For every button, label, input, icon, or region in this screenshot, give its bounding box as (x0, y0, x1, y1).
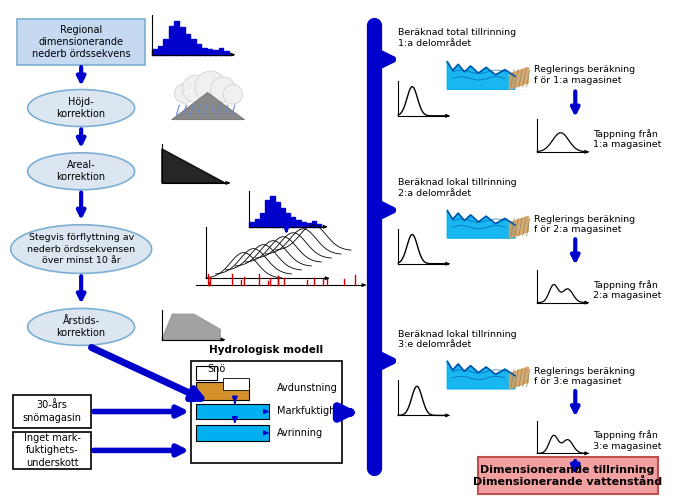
Bar (180, 27, 185, 54)
Bar (213, 50, 218, 54)
Text: Reglerings beräkning
f ör 3:e magasinet: Reglerings beräkning f ör 3:e magasinet (535, 367, 636, 386)
Text: Tappning från
3:e magasinet: Tappning från 3:e magasinet (593, 430, 662, 451)
Text: Stegvis förflyttning av
nederb ördssekvensen
över minst 10 år: Stegvis förflyttning av nederb ördssekve… (27, 233, 135, 265)
Bar (260, 213, 264, 227)
Text: Höjd-
korrektion: Höjd- korrektion (57, 97, 106, 119)
FancyBboxPatch shape (17, 19, 145, 65)
Bar (196, 366, 218, 381)
Text: Inget mark-
fuktighets-
underskott: Inget mark- fuktighets- underskott (24, 433, 80, 468)
Bar (219, 48, 224, 54)
Ellipse shape (28, 308, 134, 345)
Bar (478, 457, 658, 494)
Bar (196, 44, 201, 54)
Bar (196, 383, 250, 400)
Text: Årstids-
korrektion: Årstids- korrektion (57, 316, 106, 338)
Circle shape (211, 77, 236, 102)
Text: Hydrologisk modell: Hydrologisk modell (209, 345, 323, 355)
Text: Beräknad total tillrinning
1:a delområdet: Beräknad total tillrinning 1:a delområde… (398, 28, 516, 48)
Bar (265, 200, 269, 227)
Bar (163, 39, 168, 54)
Polygon shape (447, 62, 515, 89)
FancyBboxPatch shape (13, 432, 91, 469)
Bar (250, 222, 254, 227)
Polygon shape (509, 216, 528, 238)
Bar (270, 196, 275, 227)
Text: Dimensionerande tillrinning
Dimensionerande vattenstånd: Dimensionerande tillrinning Dimensionera… (473, 465, 662, 486)
Polygon shape (162, 314, 220, 340)
FancyBboxPatch shape (13, 395, 91, 428)
Bar (186, 34, 190, 54)
Polygon shape (509, 68, 528, 89)
Bar (208, 49, 212, 54)
Text: Snö: Snö (207, 364, 226, 374)
Text: Avrinning: Avrinning (277, 428, 323, 438)
Text: Tappning från
2:a magasinet: Tappning från 2:a magasinet (593, 280, 661, 300)
Text: Reglerings beräkning
f ör 2:a magasinet: Reglerings beräkning f ör 2:a magasinet (535, 215, 636, 234)
Ellipse shape (11, 225, 151, 273)
Bar (152, 49, 157, 54)
Circle shape (175, 84, 194, 103)
Ellipse shape (28, 153, 134, 190)
Text: 30-års
snömagasin: 30-års snömagasin (23, 400, 81, 423)
Text: Avdunstning: Avdunstning (277, 383, 338, 393)
Circle shape (182, 75, 209, 102)
Text: Regional
dimensionerande
nederb ördssekvens: Regional dimensionerande nederb ördssekv… (32, 25, 130, 59)
Text: Tappning från
1:a magasinet: Tappning från 1:a magasinet (593, 129, 661, 149)
Text: Reglerings beräkning
f ör 1:a magasinet: Reglerings beräkning f ör 1:a magasinet (535, 66, 636, 85)
Bar (291, 217, 295, 227)
Circle shape (223, 85, 243, 104)
Bar (276, 202, 280, 227)
Polygon shape (509, 367, 528, 389)
Circle shape (195, 71, 226, 102)
Bar (191, 39, 196, 54)
Bar (169, 26, 173, 54)
Bar (307, 223, 311, 227)
Polygon shape (447, 361, 515, 389)
Bar (202, 48, 207, 54)
Bar (224, 51, 229, 54)
Polygon shape (172, 92, 245, 120)
Bar (196, 425, 269, 440)
Bar (312, 221, 316, 227)
Bar (301, 222, 306, 227)
Bar (317, 224, 321, 227)
Bar (196, 404, 269, 419)
Bar (223, 379, 250, 390)
Polygon shape (447, 211, 515, 238)
Text: Markfuktighet: Markfuktighet (277, 406, 345, 415)
Bar (175, 21, 179, 54)
Text: Beräknad lokal tillrinning
2:a delområdet: Beräknad lokal tillrinning 2:a delområde… (398, 178, 517, 198)
Circle shape (368, 20, 379, 31)
Circle shape (368, 463, 379, 473)
Ellipse shape (28, 90, 134, 127)
Bar (281, 208, 285, 227)
Text: Beräknad lokal tillrinning
3:e delområdet: Beräknad lokal tillrinning 3:e delområde… (398, 330, 517, 349)
Polygon shape (162, 149, 225, 183)
Bar (158, 46, 162, 54)
Bar (286, 213, 290, 227)
Text: Areal-
korrektion: Areal- korrektion (57, 160, 106, 182)
Bar (296, 220, 301, 227)
Bar (254, 219, 259, 227)
Bar (191, 361, 342, 463)
